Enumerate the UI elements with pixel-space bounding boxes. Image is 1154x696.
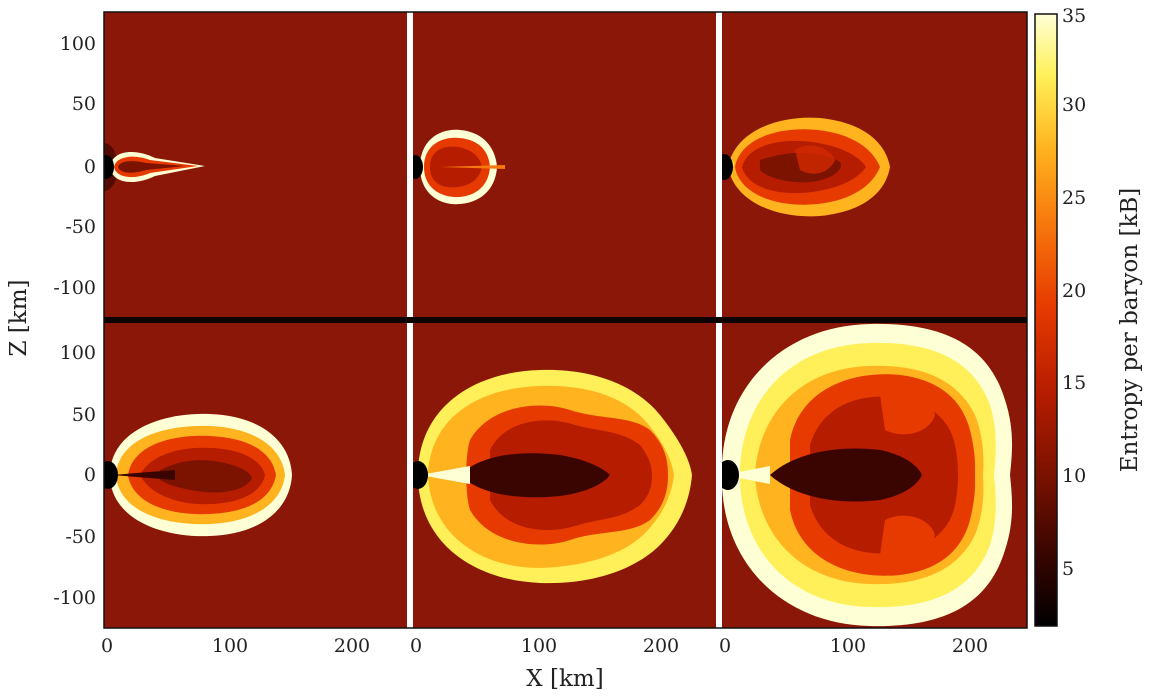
x-tick-label: 100	[830, 635, 866, 657]
x-tick-label: 200	[643, 635, 679, 657]
panel-6-bubble	[722, 323, 1013, 627]
x-tick-label: 100	[521, 635, 557, 657]
z-tick-label: 50	[72, 93, 96, 115]
z-tick-label: -50	[65, 526, 96, 548]
colorbar-tick-label: 35	[1062, 5, 1086, 27]
colorbar-ticks: 35 30 25 20 15 10 5	[1062, 5, 1086, 580]
colorbar-tick-label: 25	[1062, 187, 1086, 209]
panel-2-bubble	[413, 129, 505, 205]
colorbar-tick-label: 30	[1062, 94, 1086, 116]
row-divider	[104, 317, 1027, 323]
z-tick-label: 0	[84, 156, 96, 178]
colorbar-label: Entropy per baryon [kB]	[1117, 188, 1143, 473]
z-tick-label: -50	[65, 216, 96, 238]
x-ticks: 0 100 200 0 100 200 0 100 200	[101, 635, 988, 657]
x-tick-label: 200	[952, 635, 988, 657]
x-tick-label: 0	[101, 635, 113, 657]
z-tick-label: -100	[53, 277, 96, 299]
z-ticks-bottom: 100 50 0 -50 -100	[53, 342, 96, 609]
x-tick-label: 0	[410, 635, 422, 657]
panel-3-bubble	[722, 117, 890, 217]
x-tick-label: 100	[212, 635, 248, 657]
figure-frame	[103, 11, 1028, 629]
panel-1-bubble	[104, 143, 205, 191]
z-axis-label: Z [km]	[6, 280, 32, 357]
colorbar: 35 30 25 20 15 10 5 Entropy per baryon […	[1034, 5, 1143, 627]
x-tick-label: 200	[334, 635, 370, 657]
z-tick-label: 0	[84, 464, 96, 486]
z-tick-label: 100	[60, 342, 96, 364]
panel-4-bubble	[104, 413, 292, 537]
x-tick-label: 0	[719, 635, 731, 657]
z-tick-label: 50	[72, 404, 96, 426]
colorbar-tick-label: 15	[1062, 372, 1086, 394]
panel-5-bubble	[413, 369, 692, 584]
colorbar-tick-label: 10	[1062, 465, 1086, 487]
colorbar-tick-label: 5	[1062, 558, 1074, 580]
x-axis-label: X [km]	[526, 666, 603, 692]
z-tick-label: -100	[53, 587, 96, 609]
z-ticks-top: 100 50 0 -50 -100	[53, 33, 96, 299]
colorbar-gradient	[1034, 13, 1058, 627]
colorbar-tick-label: 20	[1062, 280, 1086, 302]
z-tick-label: 100	[60, 33, 96, 55]
